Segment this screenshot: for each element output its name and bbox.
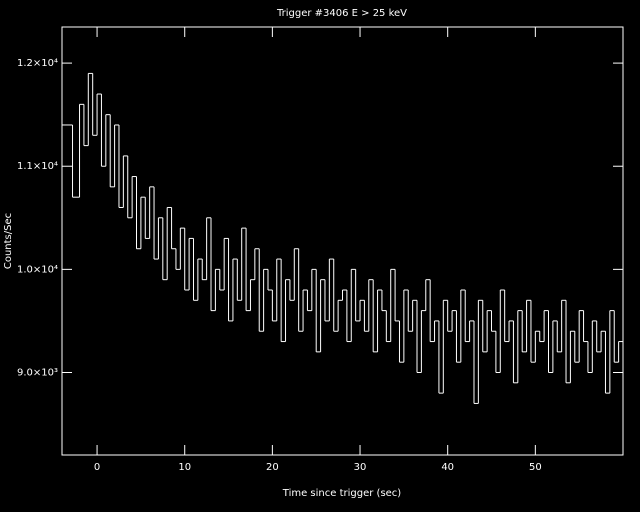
x-axis-label: Time since trigger (sec) — [282, 488, 402, 499]
y-tick-label: 1.1×10⁴ — [17, 161, 58, 172]
y-tick-label: 1.0×10⁴ — [17, 264, 58, 275]
plot-frame — [61, 26, 624, 456]
x-tick-label: 10 — [178, 462, 191, 473]
y-tick-label: 1.2×10⁴ — [17, 58, 58, 69]
x-tick-label: 20 — [266, 462, 279, 473]
x-tick-label: 0 — [94, 462, 100, 473]
chart-title: Trigger #3406 E > 25 keV — [276, 8, 407, 19]
y-axis-label: Counts/Sec — [3, 213, 14, 269]
x-tick-label: 50 — [529, 462, 542, 473]
y-tick-label: 9.0×10³ — [17, 367, 58, 378]
x-tick-label: 40 — [441, 462, 454, 473]
x-tick-label: 30 — [354, 462, 367, 473]
